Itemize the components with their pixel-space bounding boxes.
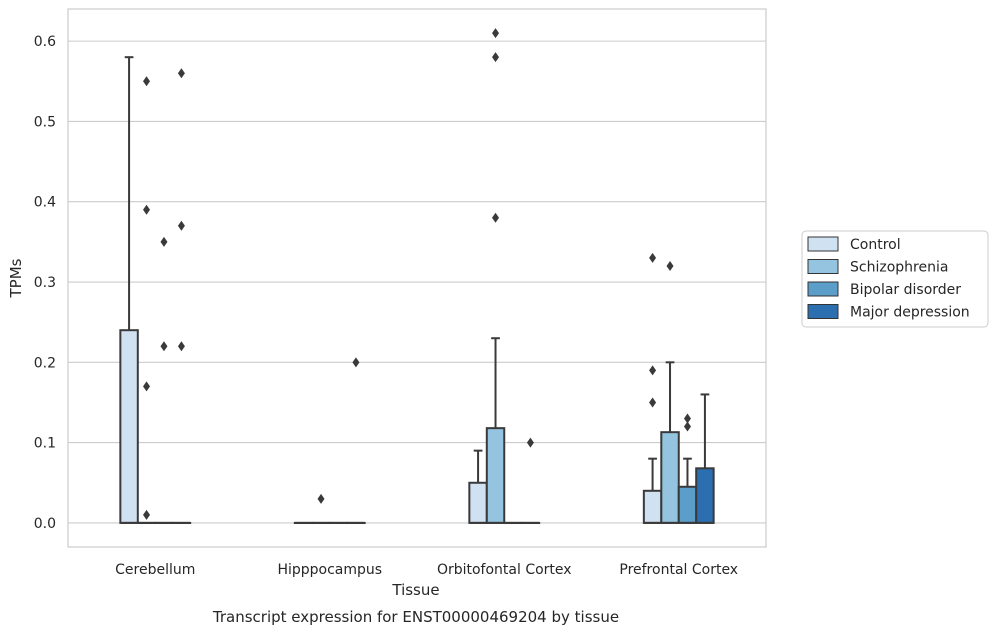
box-group	[119, 56, 139, 524]
x-tick-label: Cerebellum	[115, 562, 195, 578]
outlier-point	[526, 437, 534, 448]
box-group	[311, 493, 331, 525]
box-group	[171, 68, 192, 525]
box-group	[520, 437, 541, 525]
box-rect	[485, 427, 506, 524]
x-tick-labels: Cerebellum Hipppocampus Orbitofontal Corte…	[115, 562, 738, 578]
outlier-point	[317, 493, 325, 504]
legend: Control Schizophrenia Bipolar disorder Majo…	[801, 230, 989, 328]
box-rect	[660, 431, 680, 524]
y-tick-label: 0.6	[34, 34, 56, 50]
outlier-point	[143, 381, 151, 392]
chart-caption: Transcript expression for ENST0000046920…	[212, 608, 619, 626]
box-group	[346, 357, 366, 525]
legend-swatch	[807, 259, 839, 274]
legend-label: Schizophrenia	[850, 260, 948, 276]
x-axis-label: Tissue	[391, 581, 439, 599]
outlier-point	[649, 397, 657, 408]
box-rect	[642, 489, 663, 524]
outlier-point	[177, 68, 185, 79]
outlier-point	[177, 341, 185, 352]
outlier-point	[666, 260, 674, 271]
box-group	[695, 393, 715, 524]
outlier-point	[143, 76, 151, 87]
box-group	[136, 76, 157, 525]
box-rect	[119, 329, 139, 524]
outlier-point	[492, 28, 500, 39]
outlier-point	[649, 365, 657, 376]
outlier-point	[352, 357, 360, 368]
x-tick-label: Hipppocampus	[277, 562, 382, 578]
y-axis-label: TPMs	[7, 258, 25, 298]
outlier-point	[492, 52, 500, 63]
y-tick-label: 0.1	[34, 436, 56, 452]
y-tick-label: 0.0	[34, 516, 56, 532]
legend-label: Bipolar disorder	[850, 282, 961, 298]
y-tick-label: 0.5	[34, 114, 56, 130]
x-tick-label: Orbitofontal Cortex	[437, 562, 572, 578]
outlier-point	[177, 220, 185, 231]
legend-swatch	[807, 236, 839, 252]
x-tick-label: Prefrontal Cortex	[619, 562, 738, 578]
box-group	[485, 28, 506, 524]
grid-lines	[68, 40, 766, 524]
legend-label: Control	[850, 237, 901, 253]
box-group	[154, 236, 174, 525]
outlier-point	[683, 421, 691, 432]
box-rect	[677, 485, 698, 524]
outlier-point	[143, 509, 151, 520]
legend-frame	[801, 230, 989, 328]
box-group	[677, 413, 698, 524]
y-tick-label: 0.4	[34, 195, 56, 211]
box-group	[660, 260, 680, 524]
outlier-point	[160, 341, 168, 352]
legend-label: Major depression	[850, 305, 970, 321]
box-group	[468, 449, 488, 524]
outlier-point	[492, 212, 500, 223]
box-rect	[468, 481, 488, 524]
y-tick-labels: 0.0 0.1 0.2 0.3 0.4 0.5 0.6	[34, 34, 56, 532]
outlier-point	[143, 204, 151, 215]
outlier-point	[649, 252, 657, 263]
outlier-point	[683, 413, 691, 424]
box-rect	[695, 467, 715, 524]
y-tick-label: 0.2	[34, 355, 56, 371]
box-plot-series	[119, 28, 715, 525]
legend-swatch	[807, 281, 839, 297]
y-tick-label: 0.3	[34, 275, 56, 291]
outlier-point	[160, 236, 168, 247]
legend-swatch	[807, 304, 839, 319]
plot-frame	[67, 8, 767, 548]
box-group	[642, 252, 663, 524]
